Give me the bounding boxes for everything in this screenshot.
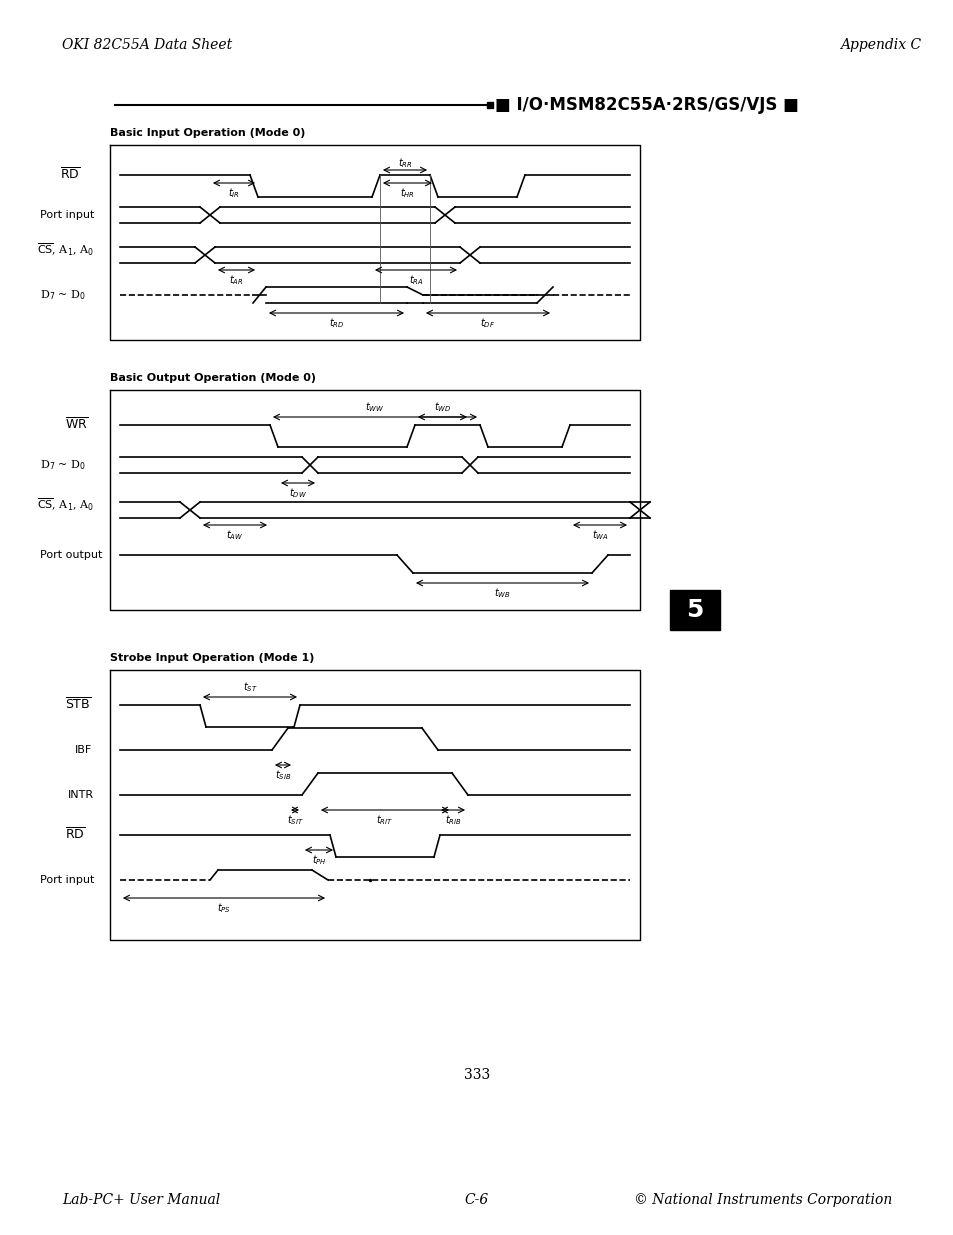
Text: 333: 333 (463, 1068, 490, 1082)
Text: OKI 82C55A Data Sheet: OKI 82C55A Data Sheet (62, 38, 232, 52)
Text: $t_{RIB}$: $t_{RIB}$ (444, 813, 461, 827)
Text: $t_{WD}$: $t_{WD}$ (434, 400, 451, 414)
Text: $t_{RIT}$: $t_{RIT}$ (376, 813, 394, 827)
Text: $t_{AW}$: $t_{AW}$ (226, 529, 243, 542)
Text: $\overline{\mathrm{WR}}$: $\overline{\mathrm{WR}}$ (65, 417, 88, 432)
Text: $\overline{\mathrm{CS}}$, A$_1$, A$_0$: $\overline{\mathrm{CS}}$, A$_1$, A$_0$ (37, 242, 93, 258)
Text: $\overline{\mathrm{STB}}$: $\overline{\mathrm{STB}}$ (65, 698, 91, 713)
Text: $t_{RD}$: $t_{RD}$ (329, 316, 344, 330)
Text: $t_{DW}$: $t_{DW}$ (289, 487, 307, 500)
Text: Port output: Port output (40, 550, 102, 559)
Text: Port input: Port input (40, 876, 94, 885)
Text: $t_{HR}$: $t_{HR}$ (399, 186, 415, 200)
Text: $t_{AR}$: $t_{AR}$ (229, 273, 244, 287)
Text: © National Instruments Corporation: © National Instruments Corporation (633, 1193, 891, 1207)
Text: $t_{PS}$: $t_{PS}$ (216, 902, 231, 915)
Text: Appendix C: Appendix C (840, 38, 921, 52)
Text: $t_{SIB}$: $t_{SIB}$ (274, 768, 291, 782)
Text: D$_7$ ~ D$_0$: D$_7$ ~ D$_0$ (40, 458, 86, 472)
Text: $t_{SIT}$: $t_{SIT}$ (286, 813, 303, 827)
Text: $t_{WA}$: $t_{WA}$ (591, 529, 608, 542)
Text: $\overline{\mathrm{CS}}$, A$_1$, A$_0$: $\overline{\mathrm{CS}}$, A$_1$, A$_0$ (37, 496, 93, 514)
Text: $t_{DF}$: $t_{DF}$ (480, 316, 495, 330)
Text: Strobe Input Operation (Mode 1): Strobe Input Operation (Mode 1) (110, 653, 314, 663)
Text: $\overline{\mathrm{RD}}$: $\overline{\mathrm{RD}}$ (65, 827, 85, 842)
Text: $t_{ST}$: $t_{ST}$ (242, 680, 257, 694)
Text: INTR: INTR (68, 790, 94, 800)
Text: 5: 5 (685, 598, 703, 622)
Text: ■ I/O·MSM82C55A·2RS/GS/VJS ■: ■ I/O·MSM82C55A·2RS/GS/VJS ■ (495, 96, 798, 114)
FancyBboxPatch shape (669, 590, 720, 630)
Text: Basic Input Operation (Mode 0): Basic Input Operation (Mode 0) (110, 128, 305, 138)
Text: $t_{WW}$: $t_{WW}$ (365, 400, 384, 414)
Text: $t_{IR}$: $t_{IR}$ (228, 186, 240, 200)
Text: D$_7$ ~ D$_0$: D$_7$ ~ D$_0$ (40, 288, 86, 301)
Text: $t_{PH}$: $t_{PH}$ (312, 853, 326, 867)
Text: $t_{WB}$: $t_{WB}$ (494, 587, 511, 600)
Text: $t_{RR}$: $t_{RR}$ (397, 156, 412, 170)
Text: Lab-PC+ User Manual: Lab-PC+ User Manual (62, 1193, 220, 1207)
Text: Port input: Port input (40, 210, 94, 220)
Text: C-6: C-6 (464, 1193, 489, 1207)
Text: $t_{RA}$: $t_{RA}$ (408, 273, 423, 287)
Text: Basic Output Operation (Mode 0): Basic Output Operation (Mode 0) (110, 373, 315, 383)
Text: IBF: IBF (75, 745, 92, 755)
Text: $\overline{\mathrm{RD}}$: $\overline{\mathrm{RD}}$ (60, 167, 80, 183)
